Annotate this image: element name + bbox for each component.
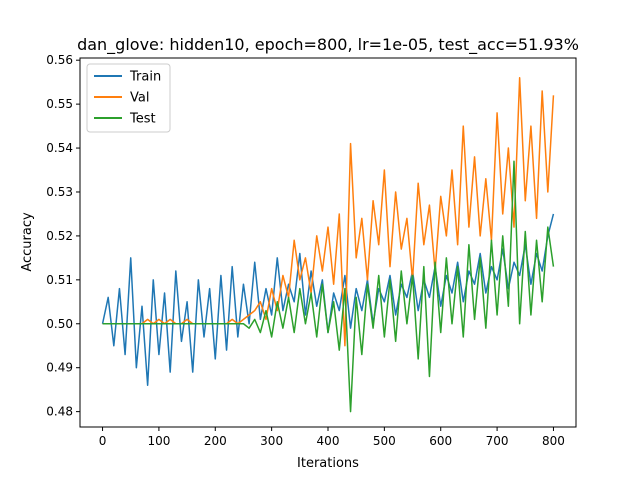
x-tick-label: 700 [486,434,509,448]
y-tick-label: 0.53 [46,185,73,199]
x-tick-label: 200 [204,434,227,448]
y-tick-label: 0.48 [46,405,73,419]
y-axis-label: Accuracy [20,212,35,272]
x-axis-ticks: 0 100 200 300 400 500 600 700 800 [99,427,565,448]
x-tick-label: 300 [260,434,283,448]
x-tick-label: 500 [373,434,396,448]
legend-box [86,63,171,133]
x-axis-label: Iterations [297,456,359,471]
y-tick-label: 0.50 [46,317,73,331]
x-tick-label: 400 [317,434,340,448]
y-tick-label: 0.51 [46,273,73,287]
series-line-test [102,160,555,413]
legend: Train Val Test [86,63,171,133]
series-layer [101,77,555,413]
y-tick-label: 0.52 [46,229,73,243]
legend-label-test: Test [129,112,156,127]
y-tick-label: 0.55 [46,97,73,111]
chart-title: dan_glove: hidden10, epoch=800, lr=1e-05… [77,35,579,55]
y-tick-label: 0.56 [46,53,73,67]
y-axis-ticks: 0.48 0.49 0.50 0.51 0.52 0.53 0.54 0.55 0.56 [46,53,80,419]
legend-label-val: Val [130,91,149,106]
x-tick-label: 100 [147,434,170,448]
legend-label-train: Train [129,70,161,85]
y-tick-label: 0.49 [46,361,73,375]
x-tick-label: 800 [542,434,565,448]
x-tick-label: 600 [429,434,452,448]
y-tick-label: 0.54 [46,141,73,155]
x-tick-label: 0 [99,434,107,448]
